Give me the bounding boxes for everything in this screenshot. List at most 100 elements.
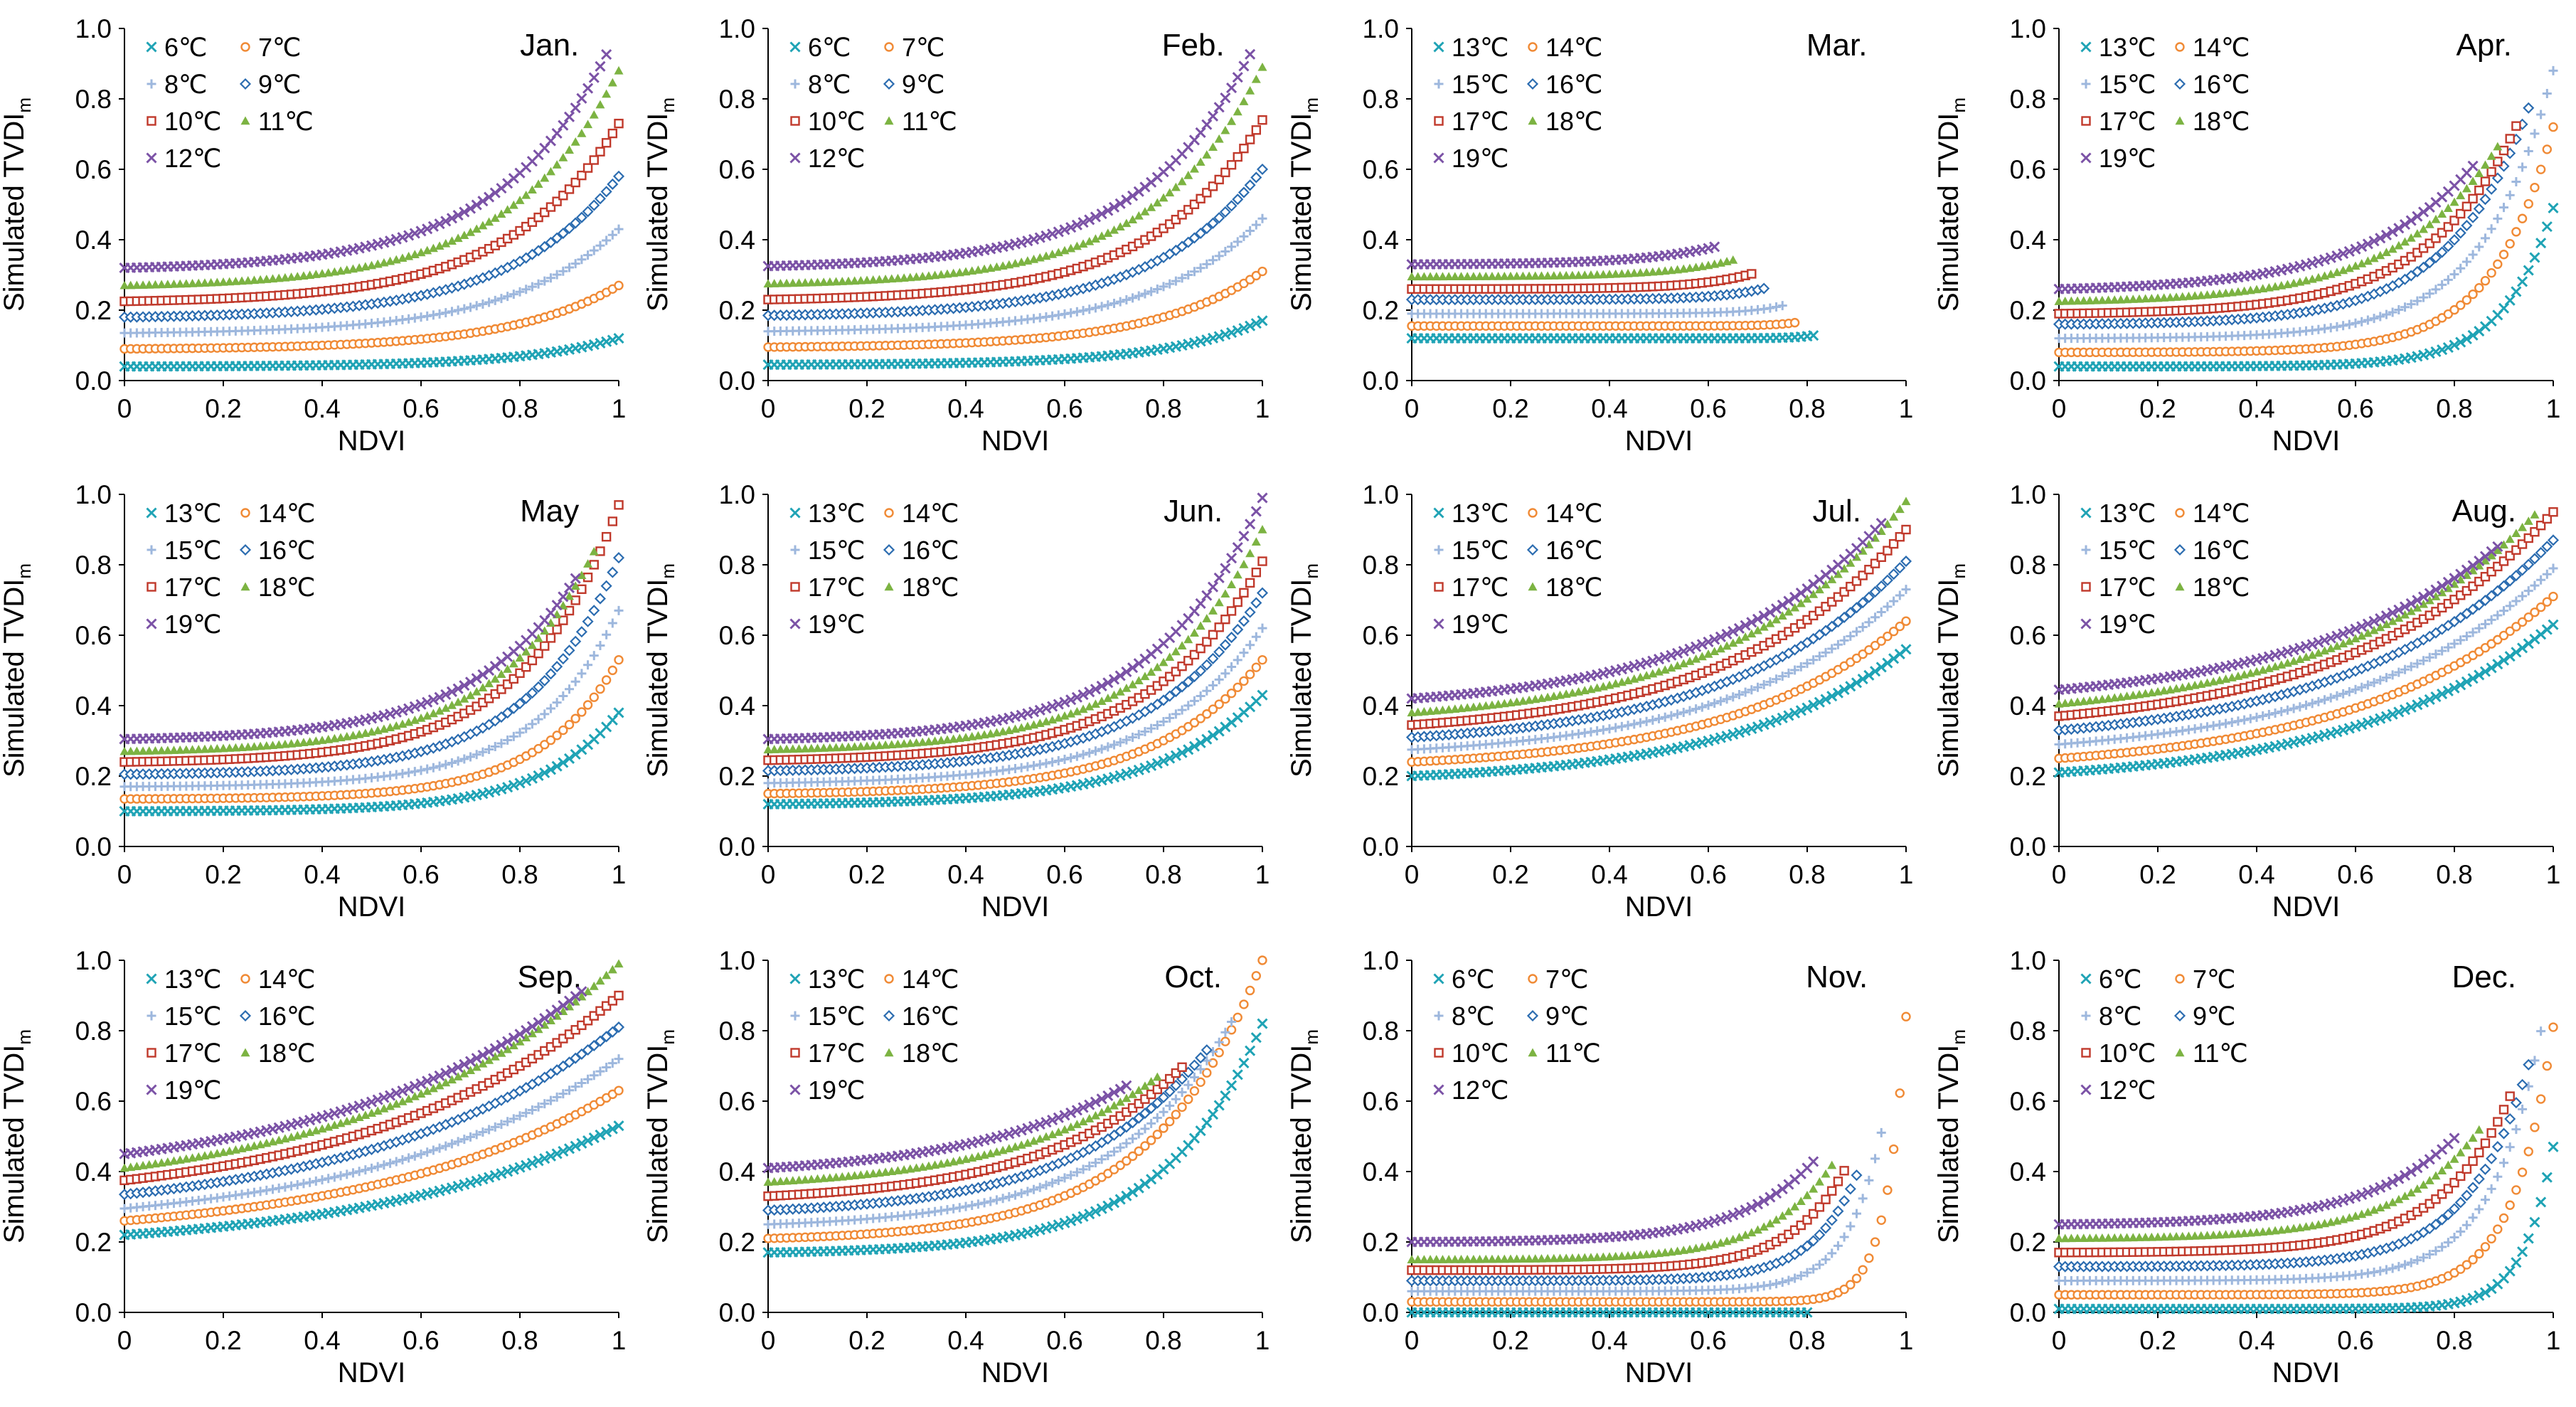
data-point	[2468, 250, 2478, 260]
data-point	[2548, 591, 2558, 602]
data-point	[2498, 250, 2509, 260]
data-point	[422, 764, 432, 774]
data-point	[274, 1183, 284, 1193]
data-point	[1152, 284, 1162, 294]
data-point	[2455, 336, 2466, 348]
data-point	[1623, 721, 1633, 731]
data-point	[1189, 199, 1200, 209]
data-point	[1245, 225, 1255, 235]
y-tick-label: 0.2	[1363, 296, 1399, 325]
data-point	[1531, 271, 1540, 280]
data-point	[1648, 267, 1658, 276]
data-point	[1078, 239, 1088, 248]
data-point	[1232, 72, 1243, 83]
data-point	[1189, 696, 1199, 706]
y-tick-label: 0.0	[1363, 366, 1399, 395]
legend-label: 13℃	[2099, 499, 2156, 528]
data-point	[813, 277, 822, 287]
y-tick-label: 0.4	[2010, 225, 2046, 255]
data-point	[1035, 760, 1045, 770]
data-point	[2332, 691, 2342, 701]
data-point	[538, 674, 550, 686]
data-point	[398, 1154, 408, 1164]
data-point	[1629, 268, 1639, 277]
data-point	[1678, 708, 1688, 718]
data-point	[575, 211, 587, 223]
data-point	[459, 230, 469, 240]
data-point	[2375, 312, 2385, 322]
data-point	[2289, 704, 2299, 713]
legend-marker	[1434, 545, 1444, 555]
data-point	[545, 236, 557, 248]
data-point	[1257, 525, 1267, 533]
data-point	[490, 213, 500, 222]
data-point	[2511, 177, 2521, 187]
legend-label: 6℃	[164, 33, 207, 62]
data-point	[576, 92, 587, 104]
data-point	[1660, 266, 1670, 275]
data-point	[422, 245, 432, 255]
y-tick-label: 0.6	[1363, 155, 1399, 184]
legend-marker	[2173, 543, 2186, 556]
legend-label: 14℃	[1545, 33, 1602, 62]
data-point	[2388, 307, 2397, 317]
data-point	[868, 275, 878, 284]
data-point	[552, 160, 562, 169]
data-point	[1257, 492, 1268, 504]
data-point	[577, 170, 587, 181]
data-point	[2467, 160, 2479, 171]
y-tick-label: 0.8	[75, 85, 112, 114]
legend-marker	[1434, 79, 1444, 89]
data-point	[570, 713, 580, 723]
data-point	[1635, 268, 1645, 277]
data-point	[607, 516, 618, 526]
legend-label: 15℃	[1452, 536, 1508, 565]
data-point	[484, 217, 494, 226]
data-point	[466, 302, 475, 312]
x-tick-label: 0.2	[2139, 860, 2176, 889]
y-tick-label: 0.2	[75, 1228, 112, 1257]
legend-marker	[146, 618, 157, 630]
x-tick-label: 0.2	[848, 860, 885, 889]
data-point	[324, 1174, 334, 1184]
data-point	[2486, 267, 2496, 278]
data-point	[570, 102, 581, 114]
data-point	[2417, 349, 2429, 361]
legend-label: 12℃	[164, 144, 221, 173]
legend-marker	[2173, 78, 2186, 90]
legend-marker	[239, 543, 252, 556]
data-point	[2456, 263, 2466, 273]
data-point	[230, 277, 240, 285]
data-point	[577, 669, 587, 679]
data-point	[2505, 601, 2515, 611]
data-point	[1202, 686, 1212, 696]
data-point	[1225, 200, 1238, 212]
x-tick-label: 0.4	[947, 860, 984, 889]
data-point	[1257, 556, 1267, 566]
data-point	[515, 196, 525, 204]
data-point	[1250, 318, 1262, 329]
data-point	[1245, 48, 1256, 60]
data-point	[2443, 275, 2453, 285]
data-point	[1196, 621, 1205, 630]
data-point	[545, 273, 555, 283]
data-point	[1220, 669, 1230, 679]
data-point	[1238, 322, 1250, 334]
data-point	[917, 272, 927, 280]
data-point	[1703, 700, 1713, 710]
data-point	[1654, 267, 1664, 275]
y-tick-label: 0.4	[2010, 691, 2046, 721]
legend-label: 17℃	[1452, 107, 1508, 136]
data-point	[545, 166, 555, 176]
data-point	[410, 767, 420, 777]
data-point	[1220, 247, 1230, 257]
data-point	[373, 1162, 383, 1172]
x-axis-title: NDVI	[981, 891, 1050, 923]
data-point	[1195, 127, 1206, 138]
data-point	[2480, 276, 2491, 286]
legend-label: 7℃	[258, 33, 301, 62]
data-point	[2474, 185, 2484, 196]
data-point	[1195, 227, 1207, 240]
data-point	[1691, 704, 1701, 714]
